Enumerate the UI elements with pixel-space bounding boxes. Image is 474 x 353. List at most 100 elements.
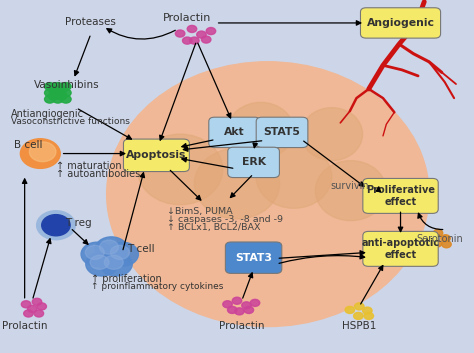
Circle shape bbox=[197, 31, 206, 38]
FancyBboxPatch shape bbox=[363, 232, 438, 266]
Text: Angiogenic: Angiogenic bbox=[366, 18, 435, 28]
Circle shape bbox=[223, 301, 232, 308]
Circle shape bbox=[106, 242, 138, 266]
Circle shape bbox=[432, 240, 442, 247]
Ellipse shape bbox=[315, 161, 386, 221]
Text: B cell: B cell bbox=[14, 140, 43, 150]
Circle shape bbox=[425, 234, 434, 241]
Circle shape bbox=[363, 307, 372, 314]
Circle shape bbox=[100, 252, 132, 276]
Circle shape bbox=[29, 142, 56, 162]
Circle shape bbox=[201, 36, 211, 43]
Circle shape bbox=[90, 255, 109, 269]
Circle shape bbox=[228, 306, 237, 313]
Circle shape bbox=[42, 215, 70, 236]
Circle shape bbox=[182, 37, 192, 44]
Circle shape bbox=[345, 306, 355, 313]
Circle shape bbox=[95, 237, 128, 261]
FancyBboxPatch shape bbox=[209, 117, 261, 148]
Circle shape bbox=[441, 235, 450, 242]
Text: Vasoinhibins: Vasoinhibins bbox=[34, 80, 100, 90]
Circle shape bbox=[61, 95, 71, 103]
FancyBboxPatch shape bbox=[360, 8, 440, 38]
Circle shape bbox=[355, 303, 364, 310]
Text: ↑ maturation: ↑ maturation bbox=[56, 161, 121, 170]
Circle shape bbox=[232, 297, 242, 304]
Circle shape bbox=[32, 298, 42, 305]
Text: Serotonin: Serotonin bbox=[417, 234, 463, 244]
Circle shape bbox=[187, 25, 197, 32]
Text: Prolactin: Prolactin bbox=[163, 13, 211, 23]
Text: ↓BimS, PUMA: ↓BimS, PUMA bbox=[167, 207, 232, 215]
Circle shape bbox=[21, 301, 31, 308]
Circle shape bbox=[364, 312, 374, 319]
Circle shape bbox=[37, 211, 75, 239]
Ellipse shape bbox=[301, 108, 363, 161]
Ellipse shape bbox=[137, 134, 223, 205]
Text: Vasoconstrictive functions: Vasoconstrictive functions bbox=[11, 117, 130, 126]
Circle shape bbox=[34, 310, 44, 317]
Circle shape bbox=[24, 310, 33, 317]
Circle shape bbox=[53, 89, 63, 97]
Circle shape bbox=[20, 139, 60, 168]
Circle shape bbox=[45, 89, 55, 97]
Text: ↑ proliferation: ↑ proliferation bbox=[91, 274, 162, 283]
FancyBboxPatch shape bbox=[226, 242, 282, 273]
Circle shape bbox=[433, 229, 443, 237]
Text: STAT3: STAT3 bbox=[235, 253, 272, 263]
Circle shape bbox=[56, 92, 67, 100]
Circle shape bbox=[250, 299, 260, 306]
Circle shape bbox=[53, 95, 63, 103]
Circle shape bbox=[85, 245, 104, 259]
Text: Proliferative
effect: Proliferative effect bbox=[366, 185, 435, 207]
Text: Proteases: Proteases bbox=[64, 17, 116, 27]
Text: survivin: survivin bbox=[331, 181, 369, 191]
Circle shape bbox=[48, 86, 59, 94]
FancyBboxPatch shape bbox=[256, 117, 308, 148]
FancyBboxPatch shape bbox=[363, 179, 438, 213]
FancyBboxPatch shape bbox=[123, 139, 189, 172]
Text: anti-apoptotic
effect: anti-apoptotic effect bbox=[362, 238, 439, 260]
Circle shape bbox=[442, 241, 451, 248]
Text: Prolactin: Prolactin bbox=[219, 321, 264, 330]
Circle shape bbox=[110, 245, 129, 259]
Circle shape bbox=[53, 83, 63, 90]
Circle shape bbox=[354, 312, 363, 319]
Circle shape bbox=[235, 308, 244, 315]
Text: ↓ caspases -3, -8 and -9: ↓ caspases -3, -8 and -9 bbox=[167, 215, 283, 223]
Circle shape bbox=[45, 83, 55, 90]
Text: ↑ autoantibodies: ↑ autoantibodies bbox=[56, 169, 140, 179]
Text: Antiangiogenic: Antiangiogenic bbox=[11, 109, 84, 119]
Text: Apoptosis: Apoptosis bbox=[126, 150, 187, 160]
Text: ERK: ERK bbox=[242, 157, 265, 167]
Circle shape bbox=[242, 302, 251, 309]
Circle shape bbox=[175, 30, 185, 37]
Text: ↑ BCLx1, BCL2/BAX: ↑ BCLx1, BCL2/BAX bbox=[167, 223, 260, 232]
Circle shape bbox=[27, 305, 37, 312]
Text: T cell: T cell bbox=[127, 244, 155, 254]
Ellipse shape bbox=[228, 102, 294, 159]
Circle shape bbox=[86, 252, 118, 276]
Circle shape bbox=[100, 240, 118, 254]
Circle shape bbox=[45, 95, 55, 103]
Ellipse shape bbox=[256, 145, 332, 208]
Text: Akt: Akt bbox=[224, 127, 245, 137]
Text: STAT5: STAT5 bbox=[264, 127, 301, 137]
Text: HSPB1: HSPB1 bbox=[342, 321, 376, 330]
Circle shape bbox=[104, 255, 123, 269]
FancyBboxPatch shape bbox=[228, 147, 279, 178]
Text: Prolactin: Prolactin bbox=[2, 321, 47, 330]
Ellipse shape bbox=[194, 148, 280, 219]
Circle shape bbox=[81, 242, 113, 266]
Text: ↑ proinflammatory cytokines: ↑ proinflammatory cytokines bbox=[91, 282, 223, 291]
Circle shape bbox=[61, 89, 71, 97]
Circle shape bbox=[48, 92, 59, 100]
Circle shape bbox=[190, 37, 199, 44]
Text: T reg: T reg bbox=[65, 218, 92, 228]
Circle shape bbox=[244, 306, 254, 313]
Circle shape bbox=[56, 86, 67, 94]
Circle shape bbox=[61, 83, 71, 90]
Ellipse shape bbox=[107, 62, 429, 327]
Circle shape bbox=[37, 303, 46, 310]
Circle shape bbox=[206, 28, 216, 35]
